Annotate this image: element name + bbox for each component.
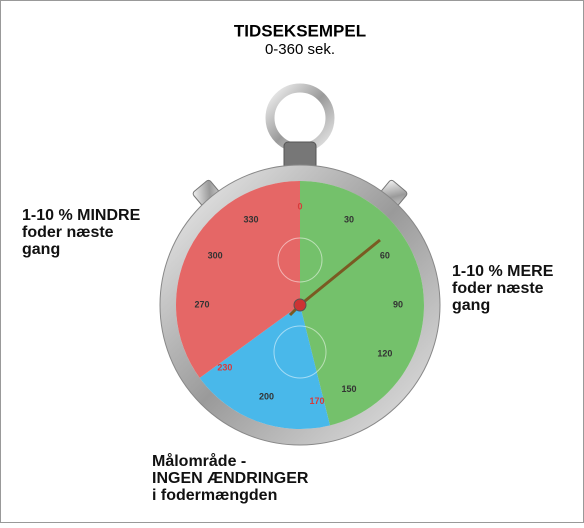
note-line: Målområde - xyxy=(152,452,246,470)
dial-label: 300 xyxy=(208,250,223,260)
dial-label: 30 xyxy=(344,215,354,225)
dial-label: 330 xyxy=(243,215,258,225)
note-line: INGEN ÆNDRINGER xyxy=(152,470,309,487)
dial-label: 120 xyxy=(377,348,392,358)
dial-label: 150 xyxy=(341,384,356,394)
dial-label: 60 xyxy=(380,250,390,260)
dial-label: 230 xyxy=(217,362,232,372)
dial-label: 200 xyxy=(259,391,274,401)
note-line: i fodermængden xyxy=(152,487,277,504)
dial-label: 270 xyxy=(194,299,209,309)
dial-label: 90 xyxy=(393,299,403,309)
title: TIDSEKSEMPEL xyxy=(234,21,366,40)
dial-label: 170 xyxy=(310,396,325,406)
note-line: gang xyxy=(22,241,60,258)
note-line: 1-10 % MERE xyxy=(452,263,554,280)
note-line: foder næste xyxy=(452,280,544,297)
note-line: gang xyxy=(452,297,490,314)
dial-label: 0 xyxy=(297,201,302,211)
subtitle: 0-360 sek. xyxy=(265,41,335,58)
page: TIDSEKSEMPEL 0-360 sek. 0 30 60 90 120 150 170… xyxy=(0,0,584,523)
note-line: 1-10 % MINDRE xyxy=(22,207,141,224)
note-line: foder næste xyxy=(22,224,114,241)
